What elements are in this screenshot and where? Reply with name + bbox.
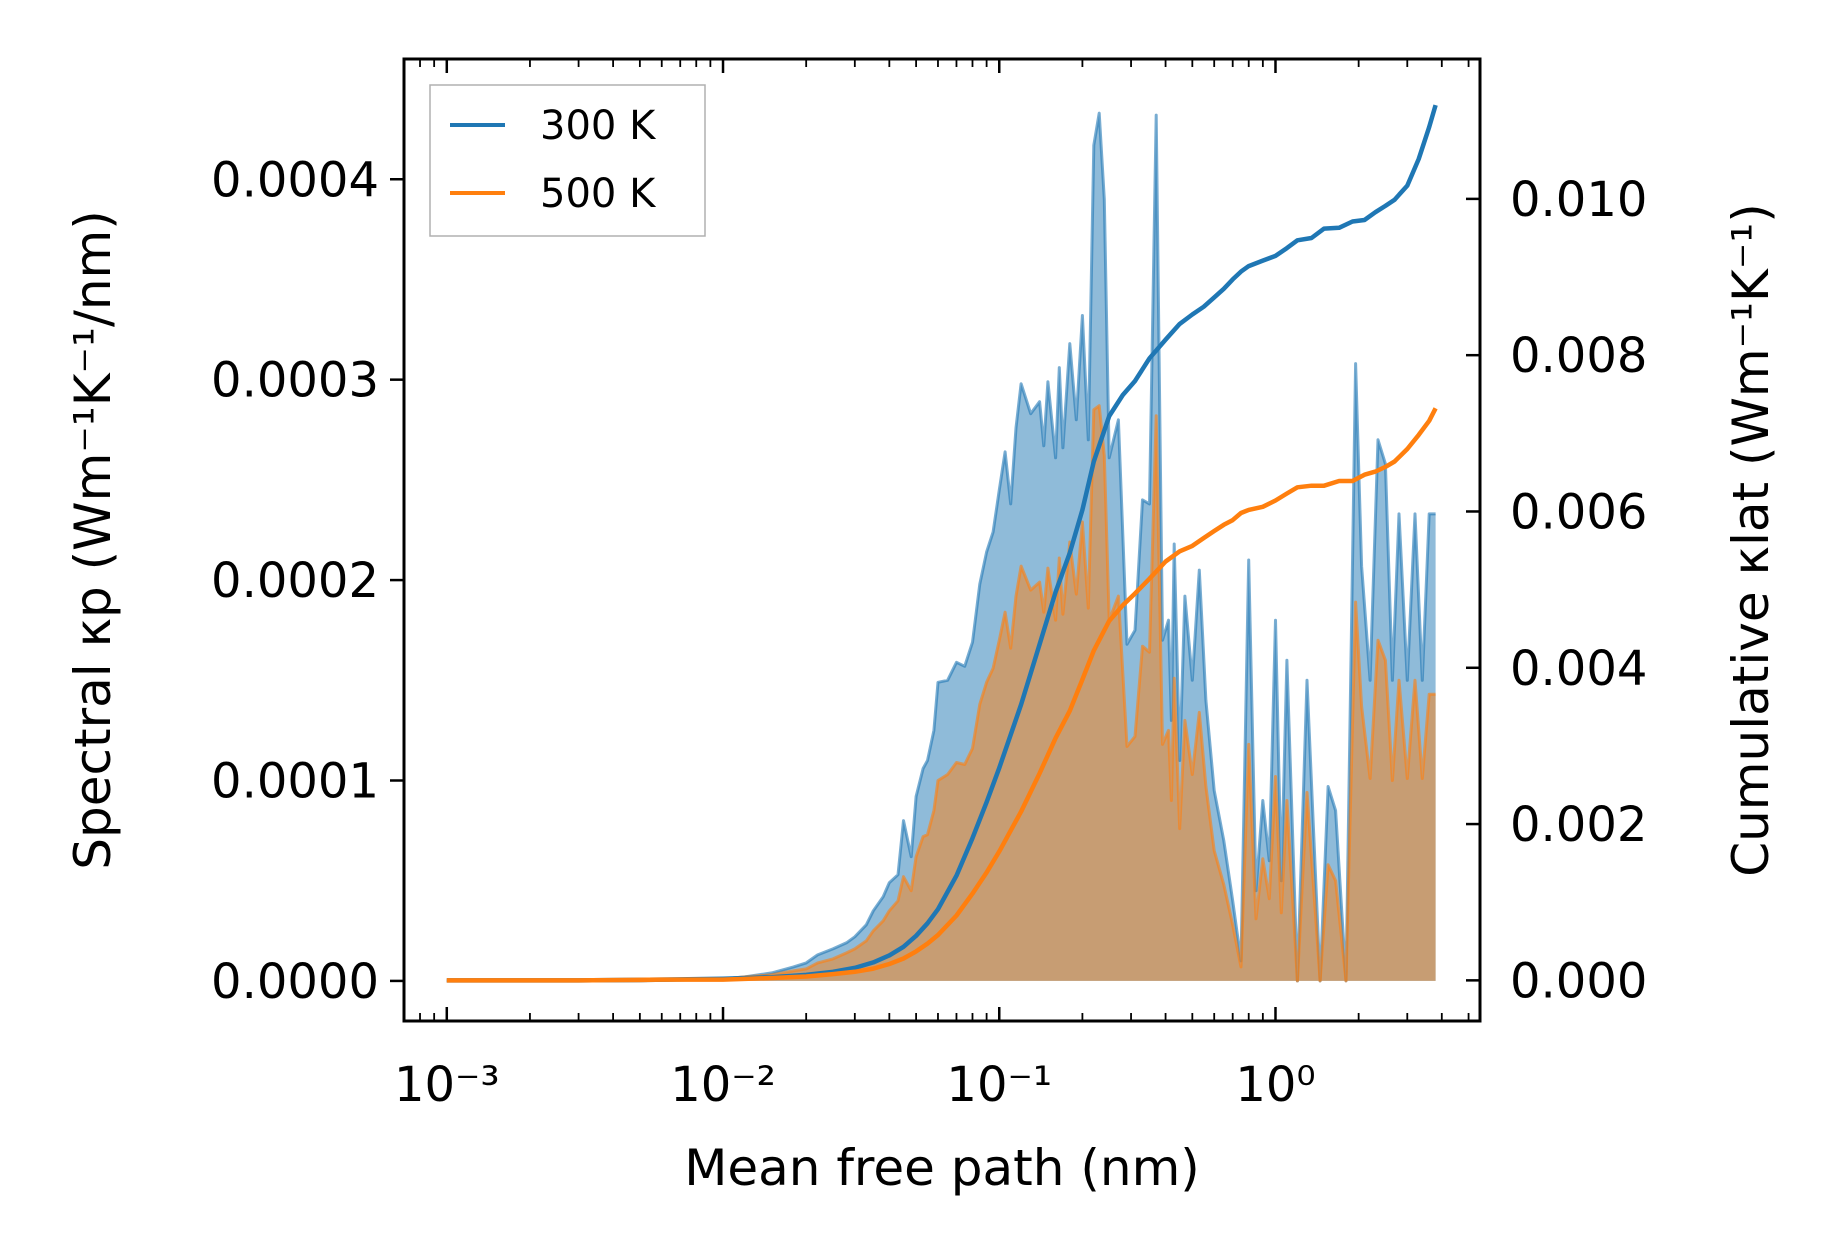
y-left-tick-label: 0.0004 [211,152,379,208]
y-left-tick-label: 0.0002 [211,553,379,609]
legend: 300 K 500 K [429,84,706,237]
y-right-tick-label: 0.008 [1510,328,1647,384]
y-left-axis-title: Spectral κp (Wm⁻¹K⁻¹/nm) [64,210,122,869]
y-left-tick-label: 0.0003 [211,353,379,409]
cumulative-line-500k [446,407,1438,983]
spectral-fill-500k [446,405,1436,981]
x-tick-label: 10⁻² [670,1057,776,1113]
y-right-axis-title: Cumulative κlat (Wm⁻¹K⁻¹) [1722,203,1780,877]
legend-label-500k: 500 K [540,171,657,217]
spectral-line-500k [446,404,1436,983]
legend-label-300k: 300 K [540,103,657,149]
y-right-tick-label: 0.004 [1510,641,1647,697]
cumulative-line-300k [446,104,1438,983]
spectral-line-300k [446,111,1436,983]
y-left-tick-label: 0.0001 [211,754,379,810]
ticks-layer: 10⁻³ 10⁻² 10⁻¹ 10⁰0.00000.00010.00020.00030… [211,59,1647,1113]
y-left-tick-label: 0.0000 [211,954,379,1010]
series-layer [446,104,1438,983]
y-right-tick-label: 0.006 [1510,484,1647,540]
y-right-tick-label: 0.002 [1510,797,1647,853]
x-tick-label: 10⁻³ [394,1057,500,1113]
legend-frame [429,84,706,237]
x-tick-label: 10⁰ [1235,1057,1315,1113]
y-right-tick-label: 0.010 [1510,172,1647,228]
x-axis-title: Mean free path (nm) [684,1139,1200,1197]
y-right-tick-label: 0.000 [1510,953,1647,1009]
plot-frame [402,57,1482,1023]
x-tick-label: 10⁻¹ [946,1057,1052,1113]
